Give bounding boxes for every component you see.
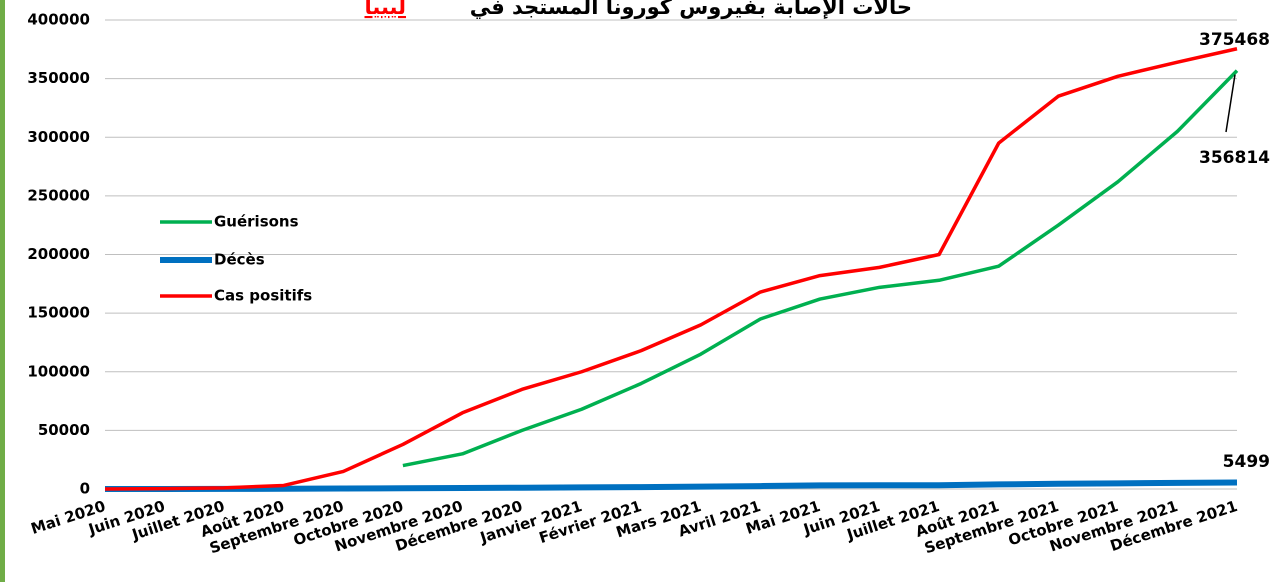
y-tick-label: 400000 (27, 11, 90, 29)
chart-title-country: ليبيا (365, 0, 407, 19)
chart-title: حالات الإصابة بفيروس كورونا المستجد في (470, 0, 912, 19)
data-label: 356814 (1199, 148, 1270, 168)
y-tick-label: 50000 (38, 421, 90, 439)
series-line (402, 69, 1239, 468)
data-label: 375468 (1199, 30, 1270, 50)
y-tick-label: 150000 (27, 304, 90, 322)
y-tick-label: 300000 (27, 128, 90, 146)
legend-label: Cas positifs (214, 287, 312, 305)
y-tick-label: 0 (80, 480, 90, 498)
frame-edge (0, 0, 5, 582)
legend-label: Guérisons (214, 213, 299, 231)
series-line (104, 479, 1238, 492)
y-tick-label: 250000 (27, 186, 90, 204)
legend-label: Décès (214, 251, 265, 269)
label-leader (1225, 74, 1236, 133)
y-tick-label: 200000 (27, 245, 90, 263)
y-tick-label: 350000 (27, 69, 90, 87)
y-tick-label: 100000 (27, 362, 90, 380)
series-line (104, 47, 1238, 491)
data-label: 5499 (1223, 452, 1270, 472)
